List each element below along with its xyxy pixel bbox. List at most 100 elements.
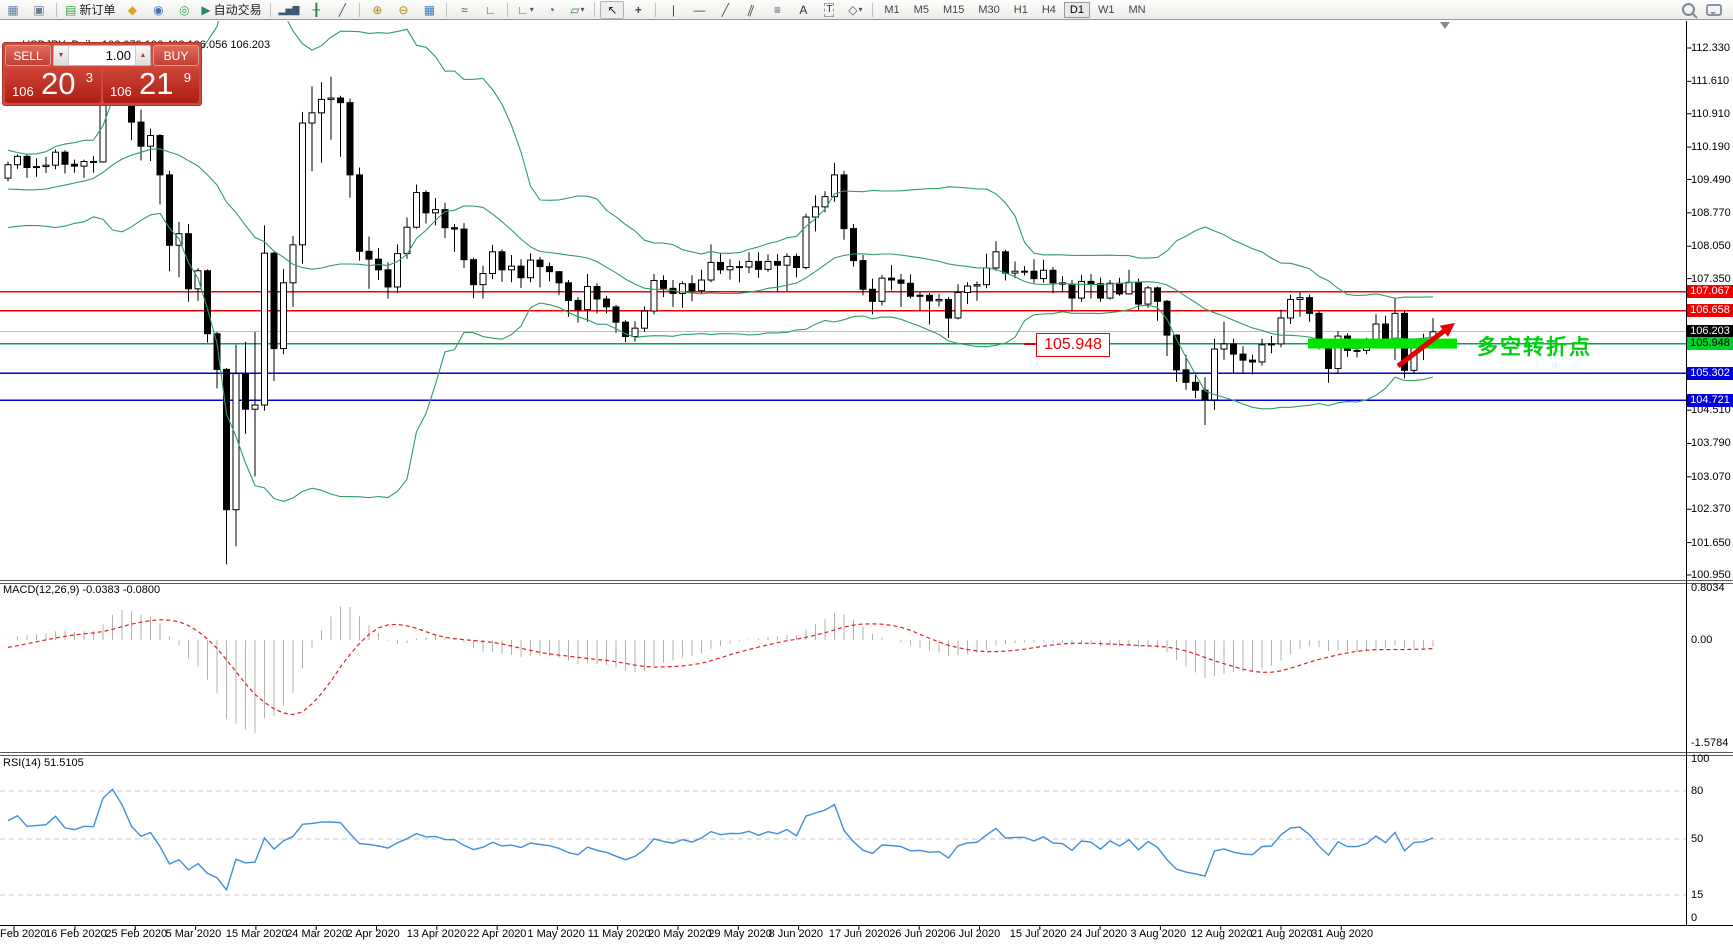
candle: [973, 284, 981, 287]
buy-button[interactable]: BUY: [153, 45, 199, 66]
price-tick-label: 112.330: [1691, 42, 1730, 54]
new-order-button[interactable]: ▤ 新订单: [62, 1, 118, 19]
bar-chart-button[interactable]: ▂▅▇: [276, 1, 303, 19]
candle: [1116, 282, 1123, 295]
date-label: Feb 2020: [0, 928, 47, 940]
sell-price-pips: 20: [41, 66, 76, 101]
timeframe-h1[interactable]: H1: [1013, 3, 1028, 16]
candle: [1068, 283, 1076, 299]
profiles-button[interactable]: ▣: [27, 1, 51, 19]
candle: [356, 174, 363, 252]
trendline-tool-button[interactable]: ╱: [713, 1, 737, 19]
timeframe-d1[interactable]: D1: [1063, 1, 1090, 18]
volume-stepper: ▼ 1.00 ▲: [53, 45, 151, 66]
new-chart-button[interactable]: ▦: [1, 1, 25, 19]
candle: [346, 102, 354, 176]
toolbar-separator: [56, 2, 57, 17]
timeframe-h4[interactable]: H4: [1041, 3, 1056, 16]
sell-button[interactable]: SELL: [5, 45, 51, 66]
candle: [232, 373, 240, 511]
horizontal-line-icon: —: [693, 2, 706, 17]
candle: [983, 267, 990, 286]
label-tool-button[interactable]: T: [817, 1, 841, 19]
candle: [660, 279, 667, 289]
metaeditor-icon: ◆: [127, 2, 137, 17]
search-button[interactable]: [1676, 1, 1700, 19]
period-clock-button[interactable]: ◔: [539, 1, 563, 19]
expert-advisors-button[interactable]: ◉: [146, 1, 170, 19]
timeframe-bar: M1 M5 M15 M30 H1 H4 D1 W1 MN: [877, 1, 1152, 18]
candle: [280, 282, 287, 350]
rsi-line: [7, 788, 1434, 892]
zoom-in-button[interactable]: ⊕: [365, 1, 389, 19]
arrows-tool-button[interactable]: ◇ ▾: [843, 1, 867, 19]
sell-price-box[interactable]: 106 20 3: [5, 66, 101, 103]
candle: [536, 259, 544, 268]
timeframe-m30[interactable]: M30: [978, 3, 1000, 16]
add-indicator-button[interactable]: ∟ ▾: [513, 1, 537, 19]
chart-objects-button[interactable]: ▱ ▾: [565, 1, 589, 19]
buy-price-box[interactable]: 106 21 9: [103, 66, 199, 103]
objects-list-icon: ∟: [484, 2, 497, 17]
cursor-tool-button[interactable]: ↖: [600, 0, 625, 19]
price-callout-105948[interactable]: 105.948: [1036, 333, 1110, 357]
candle: [631, 327, 639, 338]
fibonacci-tool-button[interactable]: ≡: [765, 1, 789, 19]
date-label: 15 Mar 2020: [225, 928, 288, 940]
add-indicator-icon: ∟: [516, 2, 529, 17]
candle: [489, 251, 496, 275]
candle: [717, 261, 724, 271]
candle: [1087, 280, 1095, 285]
autotrading-button[interactable]: ▶ 自动交易: [198, 1, 264, 19]
candle-wicks: [7, 53, 1434, 565]
candle: [451, 227, 458, 230]
candle: [242, 373, 249, 410]
candle: [992, 251, 1000, 269]
crosshair-tool-button[interactable]: +: [626, 1, 650, 19]
vertical-line-tool-button[interactable]: |: [661, 1, 685, 19]
cn-annotation-text[interactable]: 多空转折点: [1477, 336, 1592, 359]
volume-down-button[interactable]: ▼: [54, 46, 69, 65]
indicators-button[interactable]: ≈: [452, 1, 476, 19]
macd-label: MACD(12,26,9) -0.0383 -0.0800: [3, 584, 161, 596]
channel-tool-button[interactable]: ∥: [739, 1, 763, 19]
candlestick-chart-icon: ╂: [312, 2, 320, 17]
candle: [213, 333, 221, 370]
timeframe-w1[interactable]: W1: [1097, 3, 1115, 16]
signals-button[interactable]: ◎: [172, 1, 196, 19]
text-tool-button[interactable]: A: [791, 1, 815, 19]
timeframe-mn[interactable]: MN: [1128, 3, 1146, 16]
macd-axis-label: 0.00: [1691, 634, 1713, 647]
volume-up-button[interactable]: ▲: [135, 46, 150, 65]
volume-value[interactable]: 1.00: [105, 48, 131, 63]
candle: [1277, 317, 1285, 345]
objects-list-button[interactable]: ∟: [478, 1, 502, 19]
timeframe-m15[interactable]: M15: [942, 3, 965, 16]
line-chart-button[interactable]: ╱: [330, 1, 354, 19]
buy-price-pips: 21: [139, 66, 174, 101]
horizontal-line-tool-button[interactable]: —: [687, 1, 711, 19]
metaeditor-button[interactable]: ◆: [120, 1, 144, 19]
chat-button[interactable]: [1702, 1, 1726, 19]
candlestick-chart-button[interactable]: ╂: [304, 1, 328, 19]
candle: [251, 404, 259, 410]
price-chart-canvas[interactable]: [0, 20, 1733, 945]
macd-axis-label: 0.8034: [1691, 582, 1725, 594]
date-label: 16 Feb 2020: [45, 928, 107, 940]
candle: [1030, 270, 1038, 280]
candle: [1135, 281, 1142, 305]
date-label: 8 Jun 2020: [768, 928, 824, 940]
toolbar-separator: [269, 2, 271, 17]
candle: [812, 206, 819, 218]
chart-window: ▴USDJPY-,Daily 106.079 106.498 106.056 1…: [0, 20, 1733, 945]
tile-windows-button[interactable]: ▦: [417, 1, 441, 19]
timeframe-m5[interactable]: M5: [913, 3, 929, 16]
zoom-out-button[interactable]: ⊖: [391, 1, 415, 19]
candle: [71, 163, 78, 167]
timeframe-m1[interactable]: M1: [884, 3, 900, 16]
candle: [1144, 287, 1152, 305]
candle: [1049, 269, 1057, 284]
rsi-label: RSI(14) 51.5105: [3, 757, 84, 769]
chart-shift-marker: [1440, 22, 1450, 29]
candle: [1296, 297, 1304, 300]
